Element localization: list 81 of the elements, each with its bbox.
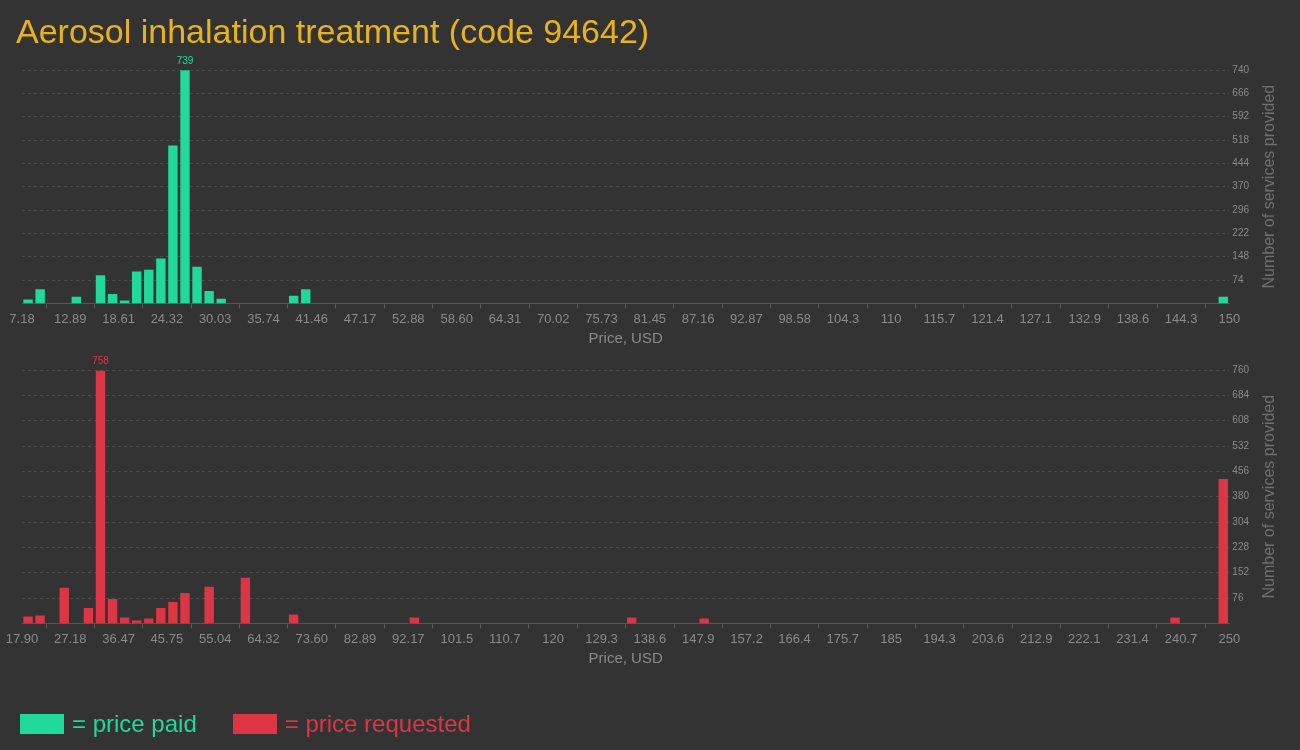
x-tick-label: 82.89 [343, 630, 377, 646]
x-tick-label: 127.1 [1019, 310, 1053, 326]
x-tick-label: 110 [880, 310, 902, 326]
x-tick-label: 81.45 [633, 310, 667, 326]
y-tick-label: 456 [1232, 465, 1250, 477]
x-tick-label: 203.6 [971, 630, 1005, 646]
y-tick-label: 608 [1232, 414, 1250, 426]
x-tick-label: 73.60 [295, 630, 329, 646]
x-tick-label: 64.32 [247, 630, 280, 646]
x-tick-label: 17.90 [5, 630, 39, 646]
x-tick-label: 30.03 [198, 310, 232, 326]
data-label: 739 [176, 55, 194, 67]
x-tick-label: 58.60 [440, 310, 473, 326]
x-tick-label: 18.61 [102, 310, 135, 326]
x-tick-label: 231.4 [1116, 630, 1149, 646]
x-tick-label: 121.4 [971, 310, 1004, 326]
y-tick-label: 532 [1232, 439, 1250, 451]
y-axis-title: Number of services provided [1260, 84, 1278, 289]
x-tick-label: 7.18 [9, 310, 35, 326]
y-axis-title: Number of services provided [1260, 394, 1278, 599]
x-tick-label: 52.88 [392, 310, 425, 326]
x-axis-title: Price, USD [588, 329, 663, 347]
x-tick-label: 47.17 [343, 310, 377, 326]
x-tick-label: 12.89 [54, 310, 87, 326]
y-tick-label: 444 [1232, 157, 1250, 169]
y-tick-label: 222 [1232, 227, 1250, 239]
x-tick-label: 24.32 [150, 310, 184, 326]
x-tick-label: 110.7 [488, 630, 521, 646]
legend-label: = price paid [72, 710, 197, 738]
x-tick-label: 36.47 [102, 630, 135, 646]
y-tick-label: 760 [1232, 363, 1250, 375]
x-tick-label: 70.02 [536, 310, 570, 326]
x-tick-label: 98.58 [778, 310, 811, 326]
y-tick-label: 518 [1232, 133, 1250, 145]
x-tick-label: 138.6 [1116, 310, 1150, 326]
x-tick-label: 150 [1218, 310, 1241, 326]
x-tick-label: 212.9 [1020, 630, 1053, 646]
x-tick-label: 240.7 [1164, 630, 1198, 646]
x-tick-label: 92.87 [730, 310, 763, 326]
x-tick-label: 129.3 [585, 630, 618, 646]
legend-label: = price requested [284, 710, 471, 738]
x-tick-label: 87.16 [681, 310, 715, 326]
x-tick-label: 120 [542, 630, 564, 646]
y-tick-label: 152 [1232, 566, 1250, 578]
x-axis-title: Price, USD [588, 649, 663, 667]
y-tick-label: 684 [1232, 389, 1250, 401]
x-tick-label: 35.74 [247, 310, 280, 326]
x-tick-label: 250 [1218, 630, 1241, 646]
x-tick-label: 132.9 [1068, 310, 1102, 326]
x-tick-label: 185 [880, 630, 903, 646]
y-tick-label: 370 [1232, 180, 1250, 192]
y-tick-label: 148 [1232, 250, 1250, 262]
x-tick-label: 166.4 [778, 630, 811, 646]
x-tick-label: 64.31 [488, 310, 522, 326]
y-tick-label: 666 [1232, 87, 1250, 99]
y-tick-label: 296 [1232, 203, 1250, 215]
x-tick-label: 27.18 [54, 630, 87, 646]
x-tick-label: 138.6 [633, 630, 667, 646]
x-tick-label: 194.3 [923, 630, 956, 646]
y-tick-label: 74 [1232, 273, 1244, 285]
x-tick-label: 41.46 [295, 310, 329, 326]
y-tick-label: 380 [1232, 490, 1250, 502]
y-tick-label: 228 [1232, 541, 1250, 553]
y-tick-label: 740 [1232, 63, 1250, 75]
x-tick-label: 144.3 [1164, 310, 1198, 326]
x-tick-label: 55.04 [198, 630, 232, 646]
x-tick-label: 115.7 [923, 310, 956, 326]
x-tick-label: 101.5 [440, 630, 474, 646]
y-tick-label: 304 [1232, 515, 1250, 527]
x-tick-label: 157.2 [730, 630, 763, 646]
chart-title: Aerosol inhalation treatment (code 94642) [15, 11, 651, 50]
x-tick-label: 45.75 [150, 630, 184, 646]
x-tick-label: 104.3 [826, 310, 860, 326]
x-tick-label: 92.17 [392, 630, 425, 646]
y-tick-label: 592 [1232, 110, 1250, 122]
x-tick-label: 147.9 [681, 630, 715, 646]
y-tick-label: 76 [1232, 591, 1244, 603]
x-tick-label: 175.7 [826, 630, 860, 646]
data-label: 758 [92, 355, 110, 367]
x-tick-label: 222.1 [1067, 630, 1101, 646]
x-tick-label: 75.73 [585, 310, 618, 326]
